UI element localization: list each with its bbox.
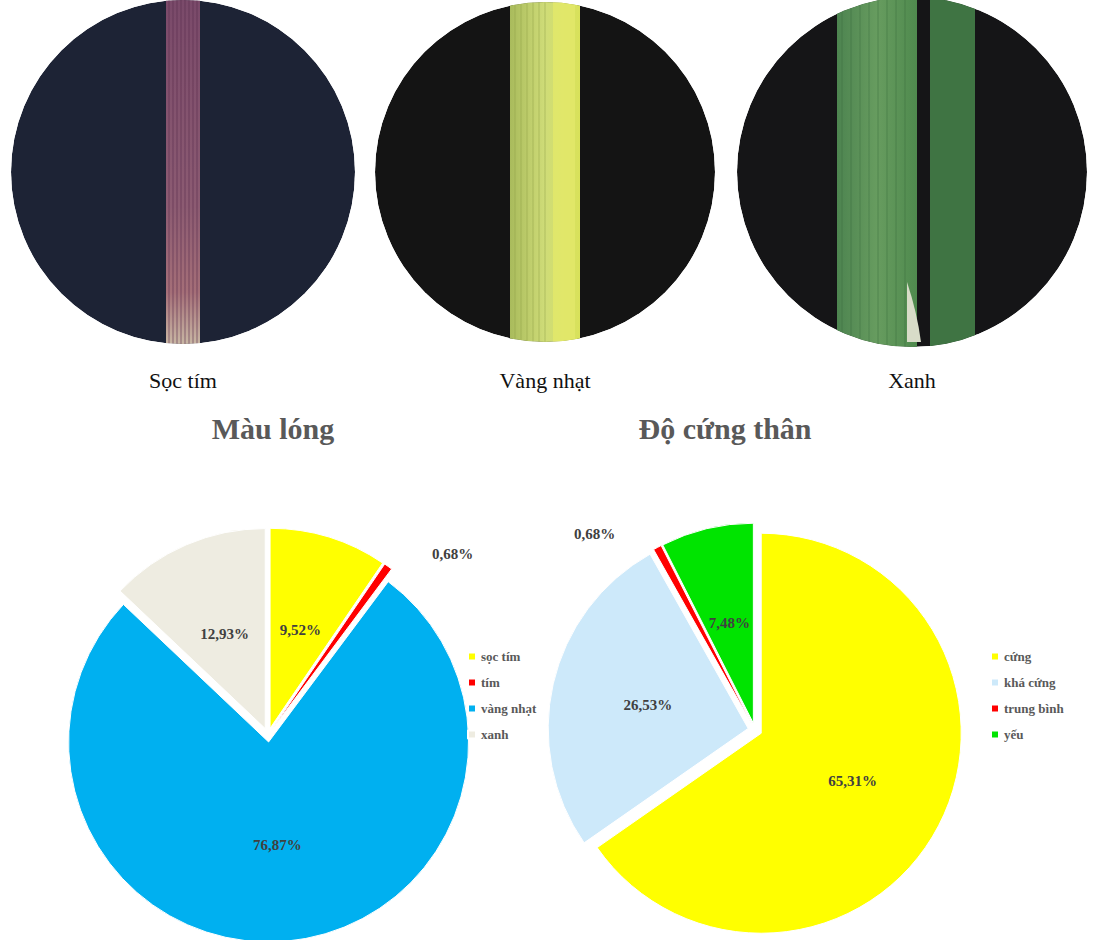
svg-text:7,48%: 7,48% (709, 615, 750, 631)
svg-text:vàng nhạt: vàng nhạt (481, 701, 537, 716)
svg-text:Màu lóng: Màu lóng (212, 412, 335, 445)
svg-text:xanh: xanh (481, 727, 509, 742)
svg-text:Sọc tím: Sọc tím (149, 368, 217, 393)
svg-text:cứng: cứng (1004, 649, 1032, 664)
svg-text:Xanh: Xanh (888, 368, 936, 393)
svg-text:khá cứng: khá cứng (1004, 675, 1056, 690)
svg-text:26,53%: 26,53% (623, 697, 672, 713)
svg-text:yếu: yếu (1004, 727, 1024, 742)
svg-text:sọc tím: sọc tím (481, 649, 521, 664)
svg-text:0,68%: 0,68% (432, 546, 473, 562)
svg-text:65,31%: 65,31% (828, 773, 877, 789)
svg-text:Độ cứng thân: Độ cứng thân (638, 412, 811, 445)
svg-text:76,87%: 76,87% (253, 837, 302, 853)
svg-text:12,93%: 12,93% (200, 626, 249, 642)
svg-text:tím: tím (481, 675, 500, 690)
svg-text:Vàng nhạt: Vàng nhạt (499, 368, 590, 393)
svg-text:0,68%: 0,68% (574, 526, 615, 542)
svg-text:9,52%: 9,52% (280, 622, 321, 638)
svg-text:trung bình: trung bình (1004, 701, 1064, 716)
